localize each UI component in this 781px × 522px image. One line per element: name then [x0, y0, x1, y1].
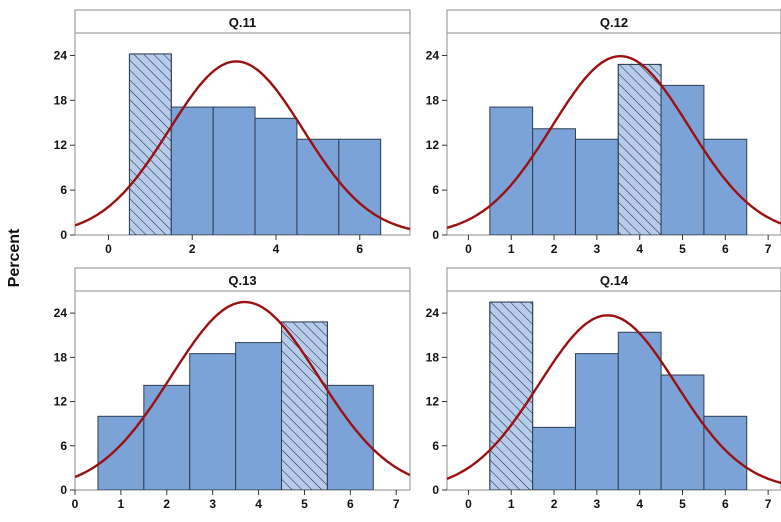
bars [489, 301, 748, 490]
y-tick-label: 6 [60, 439, 67, 453]
x-tick-label: 3 [594, 242, 601, 256]
bar [143, 384, 191, 490]
panel-title: Q.14 [600, 273, 629, 288]
bar-hatched-overlay [128, 53, 172, 235]
x-tick-label: 1 [118, 497, 125, 511]
x-tick-label: 7 [765, 497, 772, 511]
y-tick-label: 6 [432, 439, 439, 453]
normal-fit-curve [75, 60, 410, 231]
x-tick-label: 4 [273, 242, 280, 256]
bar [296, 138, 340, 235]
bar [617, 331, 662, 490]
y-tick-label: 24 [54, 306, 68, 320]
y-tick-label: 18 [54, 93, 68, 107]
bar [170, 106, 214, 235]
bar [703, 138, 748, 235]
x-tick-label: 2 [189, 242, 196, 256]
x-tick-label: 3 [209, 497, 216, 511]
x-tick-label: 6 [356, 242, 363, 256]
y-tick-label: 24 [54, 48, 68, 62]
bar [254, 117, 298, 235]
x-tick-label: 5 [679, 242, 686, 256]
y-tick-label: 12 [54, 395, 68, 409]
y-tick-label: 18 [426, 350, 440, 364]
x-tick-label: 0 [465, 497, 472, 511]
y-tick-label: 6 [60, 183, 67, 197]
bar [660, 84, 705, 235]
bar-hatched-overlay [281, 321, 328, 490]
y-tick-label: 12 [54, 138, 68, 152]
y-tick-label: 0 [432, 228, 439, 242]
bar [703, 415, 748, 490]
x-tick-label: 5 [301, 497, 308, 511]
x-tick-label: 5 [679, 497, 686, 511]
normal-fit-curve [447, 55, 781, 229]
x-tick-label: 7 [393, 497, 400, 511]
x-tick-label: 4 [636, 242, 643, 256]
y-tick-label: 12 [426, 395, 440, 409]
normal-fit-curve [447, 314, 781, 485]
x-tick-label: 0 [105, 242, 112, 256]
y-tick-label: 18 [426, 93, 440, 107]
x-tick-label: 1 [508, 242, 515, 256]
y-tick-label: 24 [426, 48, 440, 62]
bars [128, 53, 382, 235]
x-tick-label: 6 [347, 497, 354, 511]
bar [574, 138, 619, 235]
bar [532, 426, 576, 490]
panel-title: Q.11 [229, 15, 256, 30]
x-tick-label: 3 [594, 497, 601, 511]
x-tick-label: 4 [636, 497, 643, 511]
x-tick-label: 2 [551, 242, 558, 256]
bar-hatched-overlay [617, 63, 662, 235]
x-tick-label: 1 [508, 497, 515, 511]
x-tick-label: 2 [551, 497, 558, 511]
bar [574, 353, 619, 490]
x-tick-label: 6 [722, 242, 729, 256]
bar [235, 342, 283, 490]
bar [212, 106, 256, 235]
normal-fit-curve [75, 300, 410, 479]
x-tick-label: 2 [163, 497, 170, 511]
y-tick-label: 6 [432, 183, 439, 197]
x-tick-label: 4 [255, 497, 262, 511]
x-tick-label: 7 [765, 242, 772, 256]
bar [532, 128, 576, 235]
y-tick-label: 24 [426, 306, 440, 320]
y-tick-label: 0 [432, 483, 439, 497]
x-tick-label: 6 [722, 497, 729, 511]
panel-title: Q.12 [600, 15, 628, 30]
bar-hatched-overlay [489, 301, 534, 490]
y-tick-label: 12 [426, 138, 440, 152]
bars [489, 63, 748, 235]
y-tick-label: 0 [60, 228, 67, 242]
y-tick-label: 0 [60, 483, 67, 497]
panel-title: Q.13 [228, 273, 256, 288]
bars [97, 321, 374, 490]
y-axis-label: Percent [6, 228, 23, 287]
bar [189, 353, 237, 490]
bar [489, 106, 534, 235]
y-tick-label: 18 [54, 350, 68, 364]
x-tick-label: 0 [72, 497, 79, 511]
x-tick-label: 0 [465, 242, 472, 256]
